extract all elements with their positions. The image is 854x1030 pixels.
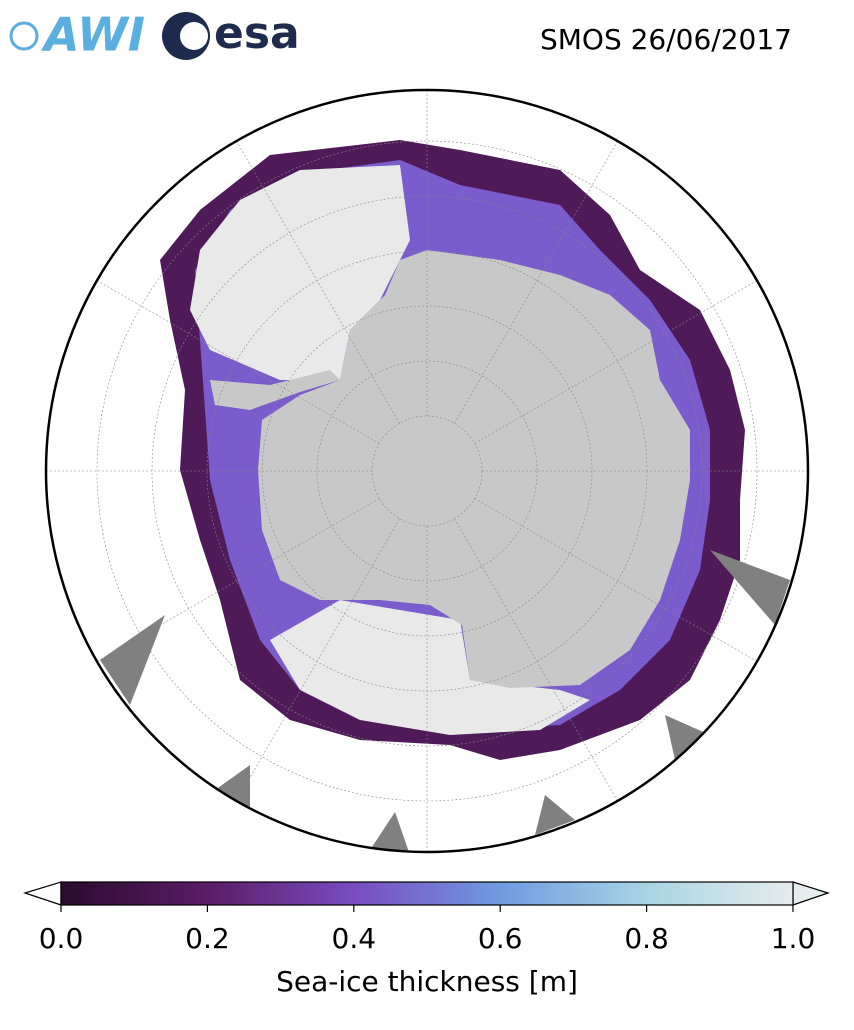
antarctica [258,250,690,688]
colorbar-extend-low [23,881,62,906]
land-mask [100,615,165,705]
land-mask [535,795,575,835]
peninsula [210,370,340,410]
awi-logo: AWI [9,8,145,62]
colorbar-tick-label: 0.0 [39,922,84,955]
esa-emblem-inner [180,22,208,50]
esa-logo-text: esa [214,8,300,59]
graticule [46,90,808,852]
latitude-circle [316,360,538,582]
colorbar-tick-label: 0.4 [332,922,377,955]
esa-logo: esa [162,8,300,60]
map [46,90,808,852]
colorbar-tick-label: 0.6 [478,922,523,955]
colorbar-label: Sea-ice thickness [m] [276,965,578,998]
land-mask [215,765,250,810]
weddell-sea-ice [190,165,410,380]
ross-sea-ice [270,600,590,735]
colorbar: 0.0 0.2 0.4 0.6 0.8 1.0 [23,881,830,955]
land-mask [665,715,710,760]
colorbar-extend-high [792,881,830,906]
awi-logo-text: AWI [41,8,145,62]
colorbar-tick-label: 0.8 [624,922,669,955]
colorbar-ramp [60,881,794,906]
awi-emblem [9,21,39,51]
land-mask [370,812,410,852]
colorbar-tick-label: 0.2 [185,922,230,955]
latitude-circle [96,140,758,802]
colorbar-tick-label: 1.0 [771,922,816,955]
map-boundary [44,88,810,854]
map-title: SMOS 26/06/2017 [540,23,792,56]
land-mask [710,550,790,625]
